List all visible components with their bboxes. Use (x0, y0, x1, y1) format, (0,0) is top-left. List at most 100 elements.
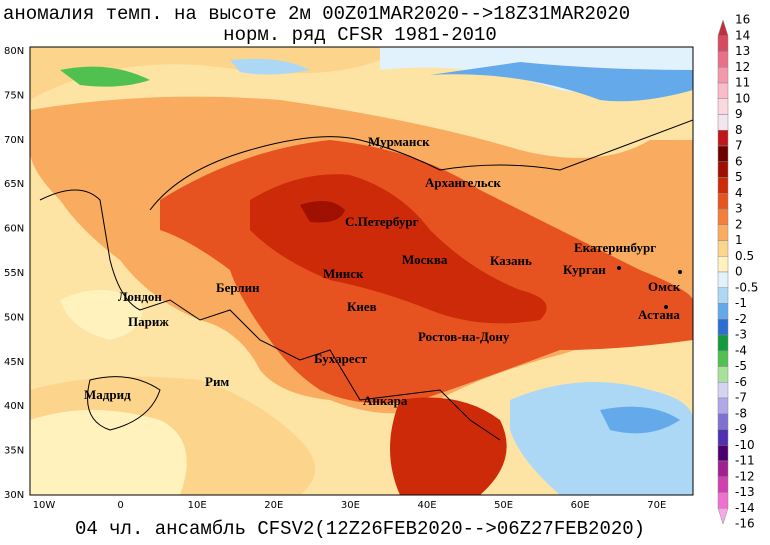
lat-label: 30N (4, 490, 24, 501)
colorbar-swatch (717, 287, 729, 304)
colorbar-label: -8 (735, 406, 747, 420)
colorbar-label: 0.5 (735, 249, 754, 263)
colorbar-label: -16 (735, 517, 755, 531)
colorbar-swatch (717, 35, 729, 52)
city-label: Москва (402, 252, 448, 267)
colorbar-label: -2 (735, 312, 747, 326)
colorbar-label: -9 (735, 422, 747, 436)
colorbar-label: 2 (735, 217, 743, 231)
colorbar-swatch (717, 256, 729, 273)
colorbar-label: 14 (735, 28, 750, 42)
colorbar-swatch (717, 51, 729, 68)
colorbar-swatch (717, 429, 729, 446)
colorbar-swatch (717, 114, 729, 131)
colorbar-swatch (717, 208, 729, 225)
colorbar-label: 7 (735, 139, 743, 153)
city-label: Анкара (363, 393, 408, 408)
lat-label: 40N (4, 401, 24, 412)
colorbar-swatch (717, 413, 729, 430)
city-label: Лондон (118, 289, 162, 304)
colorbar-label: -12 (735, 469, 755, 483)
lon-label: 40E (417, 500, 436, 511)
colorbar-label: -7 (735, 391, 747, 405)
colorbar-swatch (717, 177, 729, 194)
lon-label: 0 (117, 500, 123, 511)
colorbar-label: 10 (735, 91, 750, 105)
colorbar-label: -10 (735, 438, 755, 452)
colorbar-swatch (717, 271, 729, 288)
colorbar-swatch (717, 334, 729, 351)
colorbar-label: 6 (735, 154, 743, 168)
lat-label: 80N (4, 46, 24, 57)
title: аномалия темп. на высоте 2м 00Z01MAR2020… (3, 3, 630, 25)
city-label: Архангельск (425, 175, 501, 190)
lon-label: 30E (341, 500, 360, 511)
colorbar-swatch (717, 130, 729, 147)
colorbar-swatch (717, 476, 729, 493)
city-label: Минск (323, 266, 364, 281)
colorbar-swatch (717, 19, 729, 36)
lat-label: 35N (4, 446, 24, 457)
colorbar-label: -0.5 (735, 280, 758, 294)
city-label: Париж (128, 314, 169, 329)
city-label: Курган (563, 262, 606, 277)
colorbar-swatch (717, 319, 729, 336)
colorbar-label: -1 (735, 296, 747, 310)
map-frame (29, 46, 694, 496)
colorbar-label: -14 (735, 501, 755, 515)
colorbar-label: 12 (735, 60, 750, 74)
city-label: Киев (347, 299, 377, 314)
lat-label: 70N (4, 135, 24, 146)
city-label: Ростов-на-Дону (418, 329, 510, 344)
colorbar-label: 3 (735, 202, 743, 216)
colorbar-label: -5 (735, 359, 747, 373)
colorbar-swatch (717, 303, 729, 320)
city-label: Омск (648, 279, 681, 294)
lat-label: 60N (4, 224, 24, 235)
colorbar-label: 13 (735, 44, 750, 58)
colorbar-label: 16 (735, 13, 750, 27)
colorbar-swatch (717, 193, 729, 210)
subtitle: норм. ряд CFSR 1981-2010 (223, 24, 497, 46)
colorbar-label: 1 (735, 233, 743, 247)
colorbar-label: 0 (735, 265, 743, 279)
colorbar-label: 11 (735, 76, 750, 90)
lon-label: 10E (188, 500, 207, 511)
lon-label: 20E (264, 500, 283, 511)
colorbar-swatch (717, 145, 729, 162)
colorbar-label: 4 (735, 186, 743, 200)
colorbar-swatch (717, 240, 729, 257)
colorbar-label: 5 (735, 170, 743, 184)
cities: Мурманск Архангельск С.Петербург Екатери… (84, 134, 682, 408)
colorbar-label: 8 (735, 123, 743, 137)
colorbar-swatch (717, 445, 729, 462)
colorbar-swatch (717, 161, 729, 178)
colorbar-label: -11 (735, 454, 755, 468)
lat-label: 75N (4, 90, 24, 101)
colorbar-label: -13 (735, 485, 755, 499)
colorbar-swatch (717, 67, 729, 84)
city-label: Мадрид (84, 387, 131, 402)
colorbar-swatch (717, 82, 729, 99)
lon-label: 50E (494, 500, 513, 511)
colorbar-swatch (717, 224, 729, 241)
colorbar-label: 9 (735, 107, 743, 121)
colorbar-swatch (717, 350, 729, 367)
lat-label: 50N (4, 312, 24, 323)
colorbar-swatch (717, 508, 729, 525)
city-label: Астана (638, 307, 680, 322)
lat-label: 65N (4, 179, 24, 190)
colorbar-label: -6 (735, 375, 747, 389)
city-label: Берлин (216, 280, 260, 295)
footer: 04 чл. ансамбль CFSV2(12Z26FEB2020-->06Z… (75, 518, 645, 540)
city-label: С.Петербург (345, 214, 419, 229)
map (30, 47, 693, 495)
city-label: Бухарест (314, 351, 368, 366)
colorbar-label: -3 (735, 328, 747, 342)
colorbar-swatch (717, 460, 729, 477)
lon-label: 10W (33, 500, 56, 511)
colorbar-swatch (717, 492, 729, 509)
lat-label: 45N (4, 357, 24, 368)
city-label: Казань (490, 253, 532, 268)
